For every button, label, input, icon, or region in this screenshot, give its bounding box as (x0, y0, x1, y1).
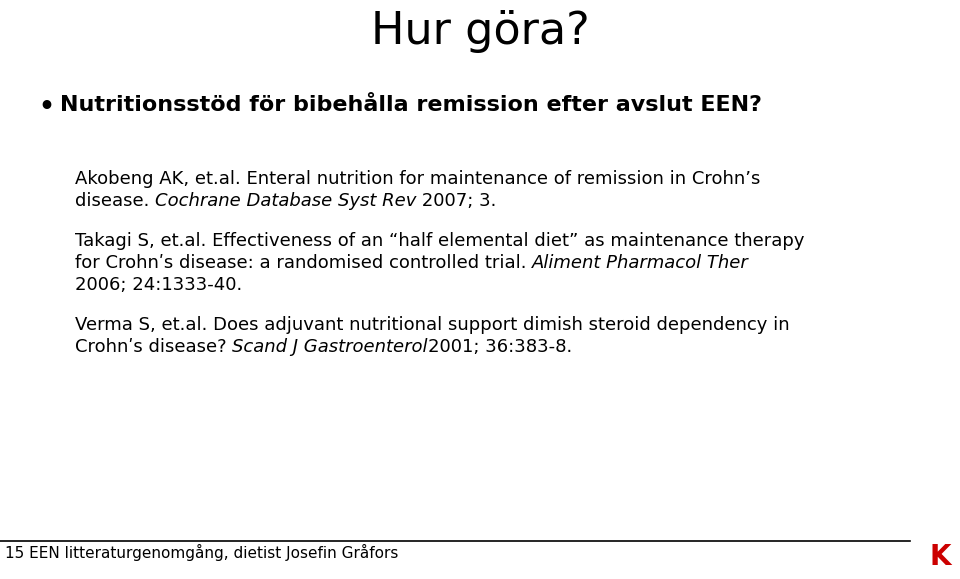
Text: Aliment Pharmacol Ther: Aliment Pharmacol Ther (532, 254, 749, 272)
Text: K: K (929, 543, 950, 571)
Text: Crohnʹs disease?: Crohnʹs disease? (75, 338, 232, 356)
Text: 2006; 24:1333-40.: 2006; 24:1333-40. (75, 276, 242, 294)
Text: Nutritionsstöd för bibehålla remission efter avslut EEN?: Nutritionsstöd för bibehålla remission e… (60, 95, 762, 115)
Text: disease.: disease. (75, 192, 156, 210)
Text: 15 EEN litteraturgenomgång, dietist Josefin Gråfors: 15 EEN litteraturgenomgång, dietist Jose… (5, 544, 398, 561)
Text: Akobeng AK, et.al. Enteral nutrition for maintenance of remission in Crohn’s: Akobeng AK, et.al. Enteral nutrition for… (75, 170, 760, 188)
Text: 2007; 3.: 2007; 3. (417, 192, 497, 210)
Text: Takagi S, et.al. Effectiveness of an “half elemental diet” as maintenance therap: Takagi S, et.al. Effectiveness of an “ha… (75, 232, 804, 250)
Text: Verma S, et.al. Does adjuvant nutritional support dimish steroid dependency in: Verma S, et.al. Does adjuvant nutritiona… (75, 316, 790, 334)
Text: 2001; 36:383-8.: 2001; 36:383-8. (428, 338, 572, 356)
Text: •: • (38, 95, 54, 119)
Text: Hur göra?: Hur göra? (371, 10, 589, 53)
Text: for Crohnʹs disease: a randomised controlled trial.: for Crohnʹs disease: a randomised contro… (75, 254, 532, 272)
Text: Scand J Gastroenterol: Scand J Gastroenterol (232, 338, 428, 356)
Text: Cochrane Database Syst Rev: Cochrane Database Syst Rev (156, 192, 417, 210)
